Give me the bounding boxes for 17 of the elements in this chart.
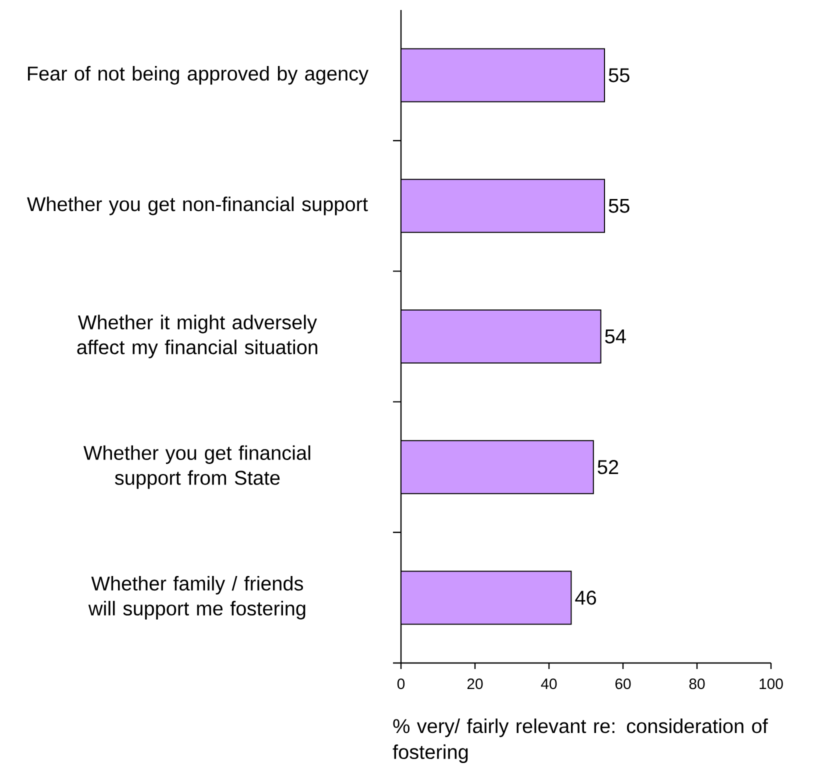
x-tick-label: 40 (541, 678, 557, 690)
y-tick-label: Whether you get financial support from State (83, 445, 310, 489)
y-tick-label: Whether you get non-financial support (27, 196, 368, 216)
data-label: 52 (598, 460, 618, 474)
y-tick-label: Whether it might adversely affect my financial situation (77, 314, 318, 358)
data-label: 55 (608, 68, 630, 82)
x-tick-label: 0 (397, 678, 405, 690)
x-tick-label: 80 (689, 678, 705, 690)
y-tick-label: Whether family / friends will support me fostering (88, 576, 306, 620)
x-tick-label: 20 (467, 678, 483, 690)
data-label: 55 (608, 198, 630, 213)
y-tick-label: Fear of not being approved by agency (28, 66, 368, 85)
data-label: 46 (575, 590, 596, 605)
x-axis-title: % very/ fairly relevant re: consideration of fostering (392, 718, 768, 764)
x-tick-label: 60 (615, 678, 631, 690)
x-tick-label: 100 (760, 678, 783, 690)
data-label: 54 (605, 330, 626, 344)
